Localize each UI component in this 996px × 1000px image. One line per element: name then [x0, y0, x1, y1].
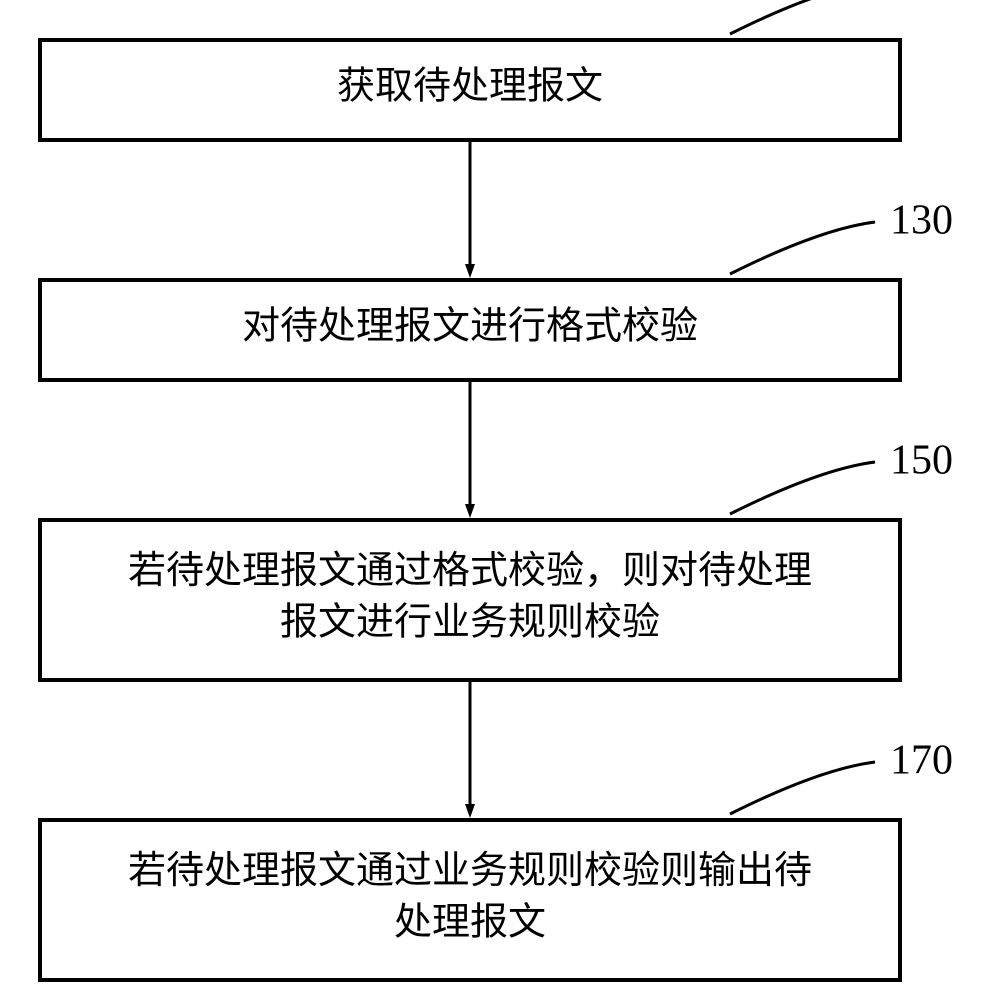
box-label: 110 — [890, 0, 951, 4]
box-label: 130 — [890, 198, 953, 244]
flow-box-150: 若待处理报文通过格式校验，则对待处理报文进行业务规则校验 150 — [40, 438, 953, 680]
box-text-line: 对待处理报文进行格式校验 — [242, 306, 698, 348]
box-label: 170 — [890, 738, 953, 784]
box-text-line: 获取待处理报文 — [337, 66, 603, 108]
box-text-line: 若待处理报文通过业务规则校验则输出待 — [128, 850, 812, 892]
box-text-line: 处理报文 — [394, 901, 546, 943]
box-text-line: 报文进行业务规则校验 — [280, 601, 660, 643]
leader-line — [730, 0, 875, 34]
leader-line — [730, 222, 875, 274]
leader-line — [730, 762, 875, 814]
leader-line — [730, 462, 875, 514]
box-text-line: 若待处理报文通过格式校验，则对待处理 — [128, 550, 812, 592]
box-rect — [40, 520, 900, 680]
flow-box-130: 对待处理报文进行格式校验 130 — [40, 198, 953, 380]
box-rect — [40, 820, 900, 980]
flow-box-110: 获取待处理报文 110 — [40, 0, 951, 140]
flow-box-170: 若待处理报文通过业务规则校验则输出待处理报文 170 — [40, 738, 953, 980]
box-label: 150 — [890, 438, 953, 484]
